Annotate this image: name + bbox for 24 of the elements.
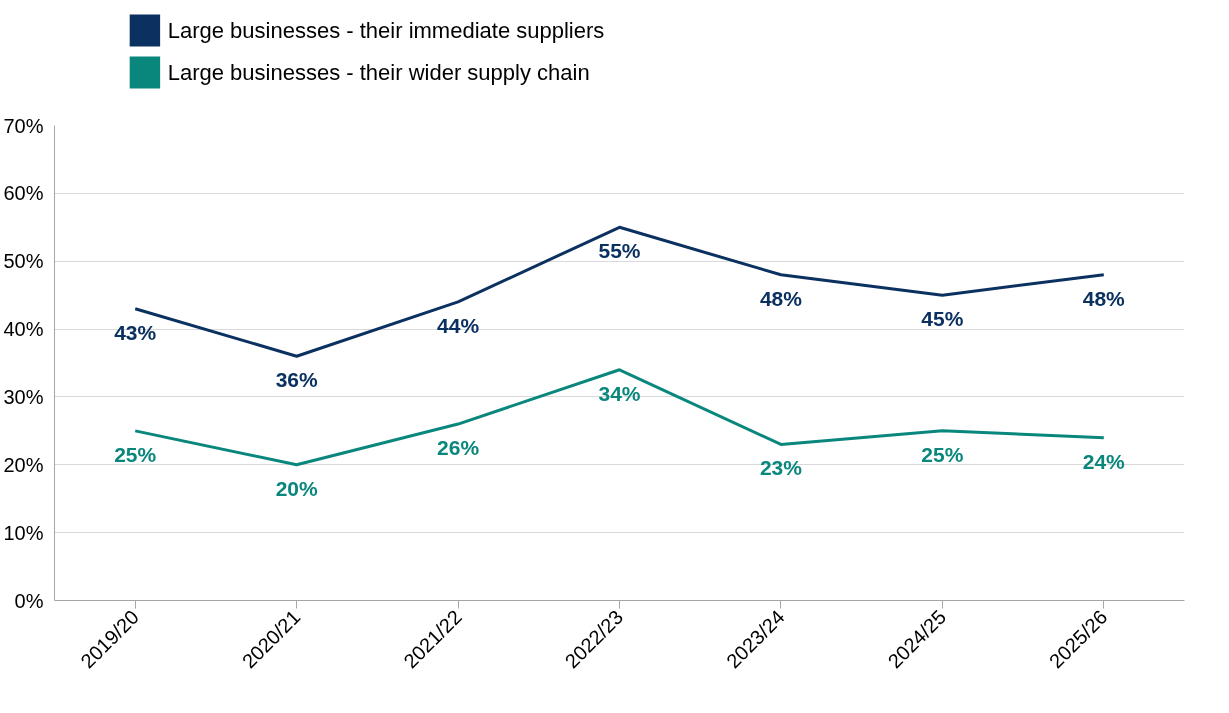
- data-label: 48%: [1082, 286, 1126, 310]
- y-tick-label: 40%: [3, 318, 44, 341]
- data-label: 36%: [275, 368, 318, 392]
- data-label: 45%: [921, 307, 964, 331]
- data-label: 20%: [275, 476, 318, 500]
- data-label: 23%: [759, 456, 803, 480]
- data-label: 25%: [921, 442, 964, 466]
- data-label: 55%: [598, 239, 641, 263]
- y-tick-label: 60%: [3, 182, 44, 205]
- y-tick-label: 70%: [3, 114, 44, 137]
- data-label: 34%: [598, 381, 641, 405]
- legend-label: Large businesses - their wider supply chain: [167, 60, 590, 85]
- legend-label: Large businesses - their immediate suppliers: [167, 18, 605, 43]
- data-label: 44%: [437, 313, 480, 337]
- y-tick-label: 10%: [3, 521, 44, 544]
- data-label: 24%: [1082, 449, 1126, 473]
- y-tick-label: 20%: [3, 453, 44, 476]
- y-tick-label: 50%: [3, 250, 44, 273]
- data-label: 26%: [437, 436, 480, 460]
- y-tick-label: 30%: [3, 385, 44, 408]
- data-label: 48%: [759, 286, 803, 310]
- y-tick-label: 0%: [14, 589, 44, 612]
- data-label: 25%: [114, 442, 157, 466]
- data-label: 43%: [114, 320, 157, 344]
